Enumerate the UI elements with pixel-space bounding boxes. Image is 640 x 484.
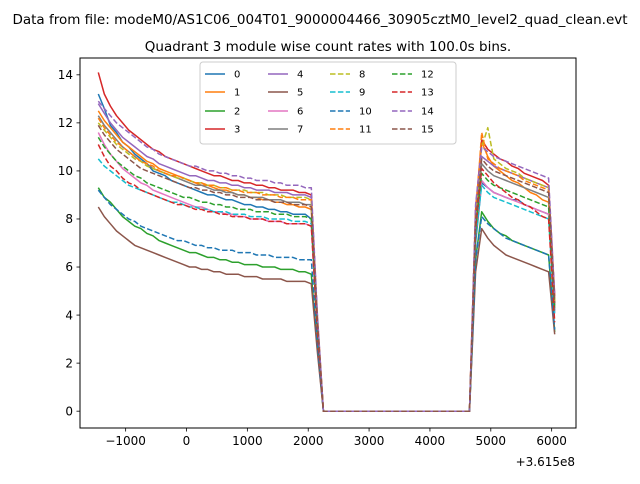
plot-frame xyxy=(79,57,577,429)
legend-label-11: 11 xyxy=(359,125,372,136)
y-tick-label: 14 xyxy=(58,68,73,82)
legend-label-4: 4 xyxy=(297,70,303,81)
legend-label-2: 2 xyxy=(234,107,240,118)
legend-label-15: 15 xyxy=(421,125,434,136)
x-tick-label: 6000 xyxy=(536,434,567,448)
legend-label-13: 13 xyxy=(421,88,434,99)
x-tick-label: 1000 xyxy=(232,434,263,448)
x-tick-label: 4000 xyxy=(415,434,446,448)
legend-label-5: 5 xyxy=(297,88,303,99)
chart-title: Quadrant 3 module wise count rates with … xyxy=(145,39,511,55)
x-tick-label: 2000 xyxy=(293,434,324,448)
x-tick-label: −1000 xyxy=(105,434,146,448)
y-tick-label: 12 xyxy=(58,116,73,130)
x-tick-label: 5000 xyxy=(476,434,507,448)
x-tick-label: 3000 xyxy=(354,434,385,448)
y-tick-label: 2 xyxy=(65,356,73,370)
x-tick-label: 0 xyxy=(183,434,191,448)
figure-suptitle: Data from file: modeM0/AS1C06_004T01_900… xyxy=(12,12,627,28)
y-tick-label: 0 xyxy=(65,404,73,418)
series-line-15 xyxy=(97,124,556,412)
legend-label-8: 8 xyxy=(359,70,365,81)
legend-label-12: 12 xyxy=(421,70,434,81)
legend-label-1: 1 xyxy=(234,88,240,99)
x-axis: −1000 0 1000 2000 3000 4000 5000 6000 xyxy=(105,428,567,448)
x-offset-label: +3.615e8 xyxy=(516,455,575,469)
series-layer xyxy=(97,72,556,412)
legend-label-10: 10 xyxy=(359,107,372,118)
legend-label-3: 3 xyxy=(234,125,240,136)
legend-label-9: 9 xyxy=(359,88,365,99)
y-tick-label: 6 xyxy=(65,260,73,274)
y-axis: 0 2 4 6 8 10 12 14 xyxy=(58,68,80,418)
legend-label-14: 14 xyxy=(421,107,434,118)
y-tick-label: 4 xyxy=(65,308,73,322)
y-tick-label: 10 xyxy=(58,164,73,178)
legend-label-0: 0 xyxy=(234,70,240,81)
legend-label-6: 6 xyxy=(297,107,303,118)
y-tick-label: 8 xyxy=(65,212,73,226)
legend-frame xyxy=(199,61,457,145)
legend-label-7: 7 xyxy=(297,125,303,136)
